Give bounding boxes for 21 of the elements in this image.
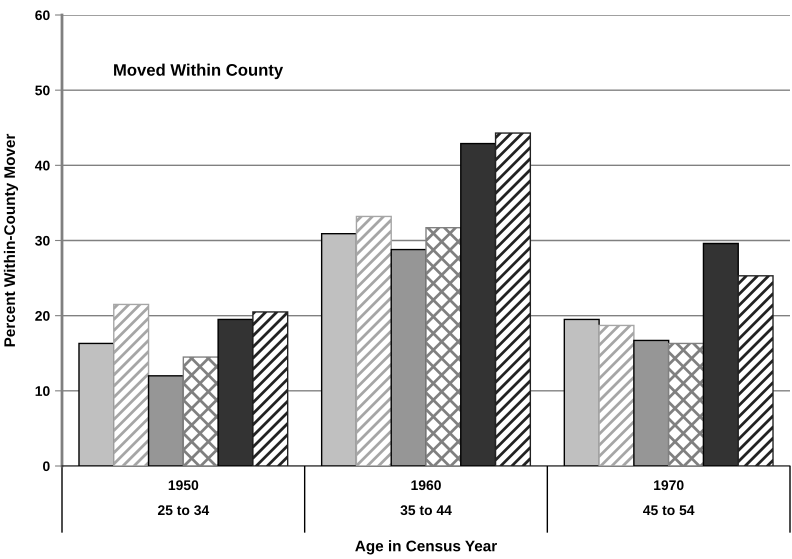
x-tick-label: 1960 35 to 44: [400, 480, 452, 516]
bar: [252, 311, 288, 466]
y-axis-title: Percent Within-County Mover: [4, 134, 18, 346]
bar: [598, 324, 635, 466]
y-tick-label: 50: [35, 86, 50, 96]
bar: [113, 304, 150, 466]
annotation: Moved Within County: [114, 64, 284, 80]
bar: [182, 356, 219, 466]
y-tick-label: 20: [35, 311, 50, 321]
bar: [738, 275, 774, 466]
y-tick-label: 0: [43, 461, 50, 472]
x-tick-label: 1970 45 to 54: [643, 480, 694, 516]
x-axis-title: Age in Census Year: [355, 540, 497, 554]
y-tick-label: 40: [34, 160, 50, 171]
bar: [668, 342, 704, 466]
y-tick-label: 30: [35, 236, 50, 246]
x-tick-label: 1950 25 to 34: [158, 480, 210, 516]
y-tick-label: 10: [36, 386, 50, 396]
bar: [494, 132, 532, 466]
y-tick-label: 60: [35, 10, 50, 20]
bar: [356, 216, 392, 466]
